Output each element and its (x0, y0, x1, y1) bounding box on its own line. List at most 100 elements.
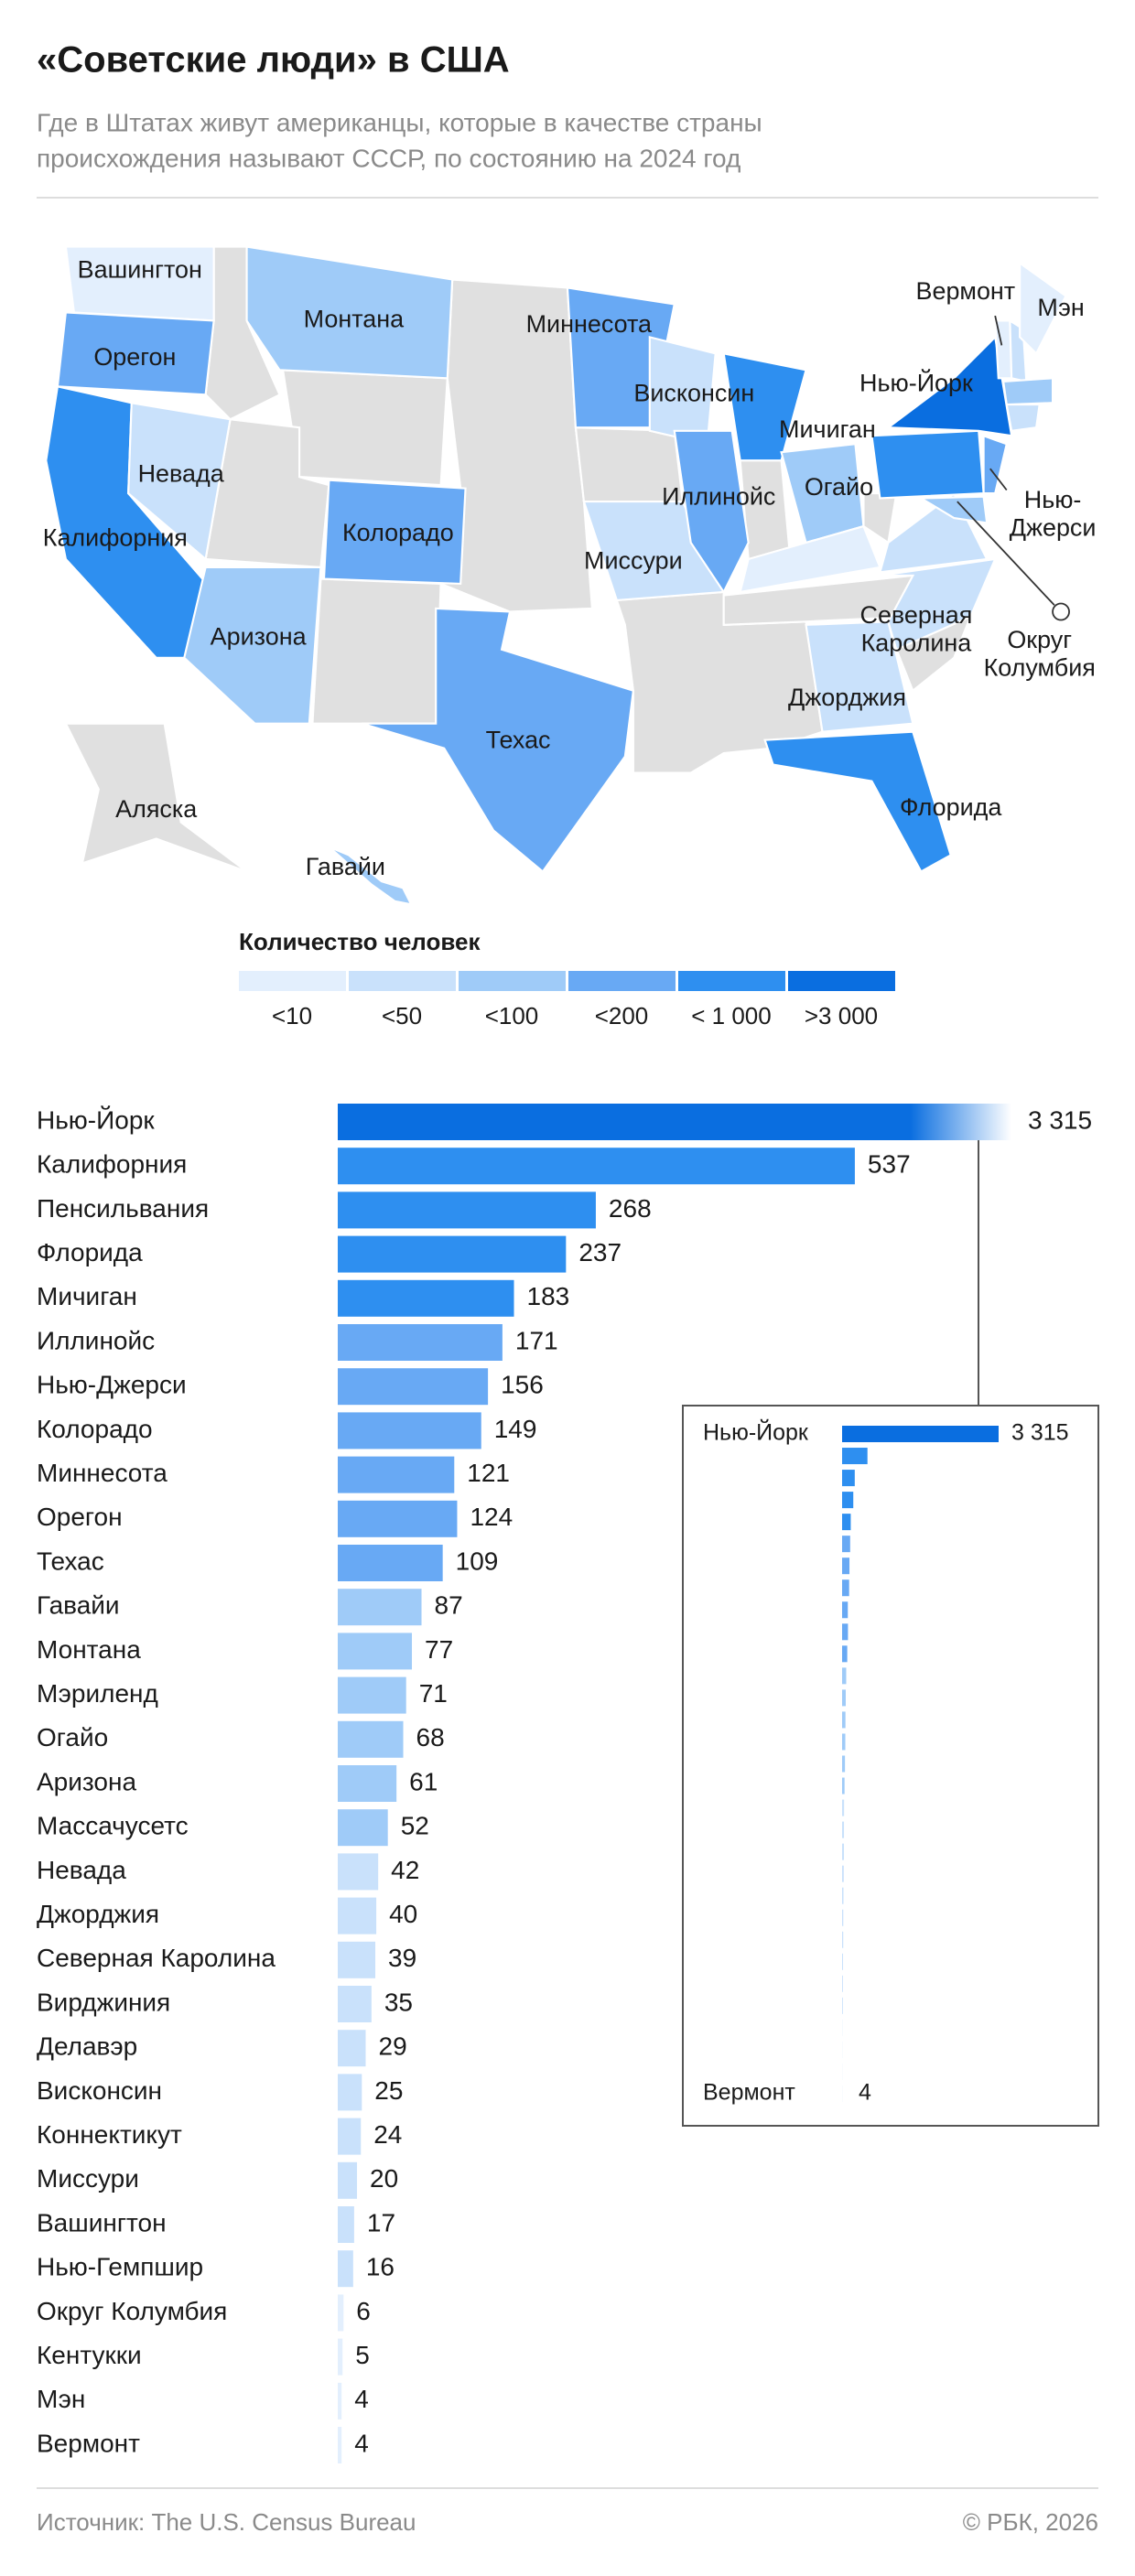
category-label: Джорджия (37, 1900, 159, 1928)
category-label: Гавайи (37, 1591, 120, 1620)
inset-bar (842, 1470, 855, 1487)
category-label: Миннесота (37, 1459, 168, 1487)
map-label: Каролина (861, 630, 972, 657)
map-label: Огайо (805, 473, 873, 501)
value-label: 183 (527, 1282, 570, 1310)
legend-swatch (239, 971, 346, 991)
bar (338, 1324, 503, 1361)
legend-label: <100 (485, 1002, 539, 1029)
inset-bar (842, 1733, 846, 1751)
category-label: Миссури (37, 2164, 139, 2193)
map-label: Колорадо (342, 519, 454, 546)
value-label: 68 (416, 1723, 445, 1751)
dc-marker (1052, 602, 1070, 621)
map-label: Гавайи (306, 853, 385, 880)
map-label: Округ (1007, 626, 1072, 653)
inset-bar (842, 1821, 845, 1838)
value-label: 171 (515, 1326, 558, 1354)
bar (338, 2118, 362, 2155)
state (127, 401, 232, 562)
bar (338, 1368, 489, 1406)
bar (338, 1412, 481, 1450)
value-label: 4 (354, 2429, 369, 2457)
category-label: Калифорния (37, 1150, 187, 1179)
bar (338, 1456, 455, 1493)
bar (338, 2074, 362, 2111)
state (763, 730, 952, 873)
map-label: Вермонт (916, 277, 1016, 305)
bar (338, 1104, 1011, 1140)
state (982, 434, 1009, 495)
inset-bar (842, 1601, 849, 1619)
leader-line (994, 315, 1003, 346)
state (183, 566, 322, 725)
category-label: Округ Колумбия (37, 2297, 227, 2325)
inset-bar (842, 1448, 868, 1465)
category-label: Мичиган (37, 1282, 137, 1310)
value-label: 40 (389, 1900, 417, 1928)
value-label: 124 (470, 1503, 513, 1531)
state (64, 722, 248, 873)
bar (338, 1809, 388, 1847)
category-label: Коннектикут (37, 2120, 182, 2149)
value-label: 17 (367, 2208, 395, 2236)
inset-bar (842, 1579, 849, 1597)
category-label: Вирджиния (37, 1988, 170, 2016)
bar (338, 2338, 343, 2376)
inset-label: Вермонт (703, 2080, 795, 2106)
map-label: Миссури (584, 547, 683, 575)
value-label: 537 (868, 1150, 911, 1179)
category-label: Нью-Джерси (37, 1371, 187, 1399)
inset-bar (842, 1536, 850, 1553)
value-label: 4 (354, 2385, 369, 2413)
legend-label: < 1 000 (691, 1002, 771, 1029)
state (328, 846, 414, 906)
state (322, 479, 467, 586)
inset-bar (842, 1623, 849, 1641)
category-label: Северная Каролина (37, 1944, 276, 1972)
state (739, 524, 881, 594)
value-label: 25 (374, 2076, 403, 2105)
map-label: Джорджия (788, 684, 906, 711)
title: «Советские люди» в США (37, 40, 510, 81)
map-label: Калифорния (43, 524, 188, 552)
category-label: Нью-Йорк (37, 1105, 155, 1134)
bar (338, 1589, 422, 1626)
category-label: Флорида (37, 1238, 143, 1266)
bar (338, 1235, 567, 1273)
bar (338, 1676, 406, 1714)
copyright: © РБК, 2026 (963, 2508, 1098, 2536)
inset-bar (842, 1887, 844, 1904)
category-label: Орегон (37, 1503, 123, 1531)
bar (338, 2161, 358, 2199)
bar (338, 1191, 596, 1229)
legend-label: <10 (272, 1002, 312, 1029)
inset-bar (842, 1689, 846, 1707)
value-label: 5 (355, 2341, 370, 2369)
inset-bar (842, 1799, 845, 1816)
bar (338, 1720, 404, 1758)
map-label: Нью- (1024, 486, 1082, 513)
inset-bar (842, 1865, 844, 1882)
legend-label: >3 000 (805, 1002, 878, 1029)
state (281, 369, 449, 487)
bar (338, 1500, 458, 1537)
value-label: 42 (391, 1856, 419, 1884)
map-label: Миннесота (526, 310, 652, 338)
category-label: Нью-Гемпшир (37, 2253, 203, 2281)
value-label: 268 (609, 1194, 652, 1223)
inset-label: Нью-Йорк (703, 1418, 809, 1446)
bar (338, 2030, 366, 2067)
inset-bar (842, 1557, 850, 1575)
category-label: Невада (37, 1856, 126, 1884)
inset-bar (842, 1997, 843, 2014)
state (862, 492, 898, 544)
inset-bar (842, 1755, 846, 1773)
inset-bar (842, 1645, 848, 1663)
leader-line (989, 468, 1008, 491)
state (1005, 403, 1041, 433)
value-label: 156 (501, 1371, 544, 1399)
state (722, 351, 807, 462)
category-label: Иллинойс (37, 1326, 155, 1354)
map-label: Иллинойс (662, 483, 775, 511)
